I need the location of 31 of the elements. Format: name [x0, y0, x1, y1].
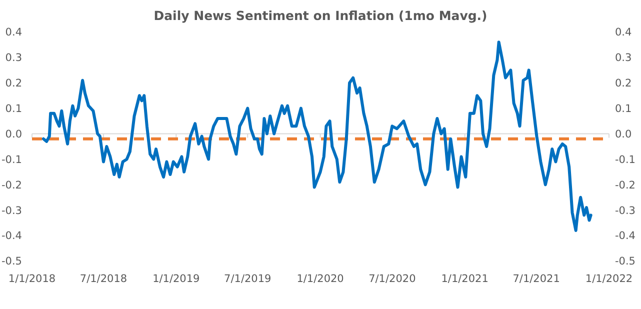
y-tick-label: -0.4 [2, 230, 22, 242]
y2-tick-label: -0.3 [615, 204, 636, 217]
x-tick-label: 1/1/2022 [585, 273, 633, 285]
y2-tick-label: -0.4 [615, 230, 636, 242]
y2-tick-label: 0.2 [615, 78, 632, 90]
y2-tick-label: 0.3 [615, 52, 632, 64]
x-tick-label: 7/1/2018 [80, 273, 128, 285]
y2-tick-label: 0.1 [615, 103, 632, 116]
y-tick-label: 0.4 [5, 26, 22, 39]
x-tick-label: 1/1/2018 [8, 273, 56, 285]
y2-tick-label: 0.4 [615, 26, 632, 39]
x-tick-label: 7/1/2020 [368, 273, 416, 285]
y2-tick-label: -0.2 [615, 179, 636, 192]
x-tick-label: 7/1/2021 [512, 273, 560, 285]
x-tick-label: 7/1/2019 [224, 273, 272, 285]
y-tick-label: 0.2 [5, 78, 22, 90]
chart-title: Daily News Sentiment on Inflation (1mo Mavg.) [154, 8, 488, 23]
y-tick-label: -0.1 [2, 154, 22, 166]
x-tick-label: 1/1/2019 [152, 273, 200, 285]
x-tick-label: 1/1/2021 [441, 273, 488, 285]
y2-tick-label: -0.5 [615, 256, 636, 268]
y2-tick-label: 0.0 [615, 128, 632, 140]
y-tick-label: -0.2 [2, 179, 22, 192]
y-tick-label: 0.0 [5, 128, 22, 140]
y-tick-label: 0.1 [5, 103, 22, 116]
y-tick-label: 0.3 [5, 52, 22, 64]
line-series [42, 40, 592, 232]
y-tick-label: -0.3 [2, 204, 22, 217]
x-tick-label: 1/1/2020 [296, 273, 344, 285]
y2-tick-label: -0.1 [615, 154, 636, 166]
y-tick-label: -0.5 [2, 256, 22, 268]
